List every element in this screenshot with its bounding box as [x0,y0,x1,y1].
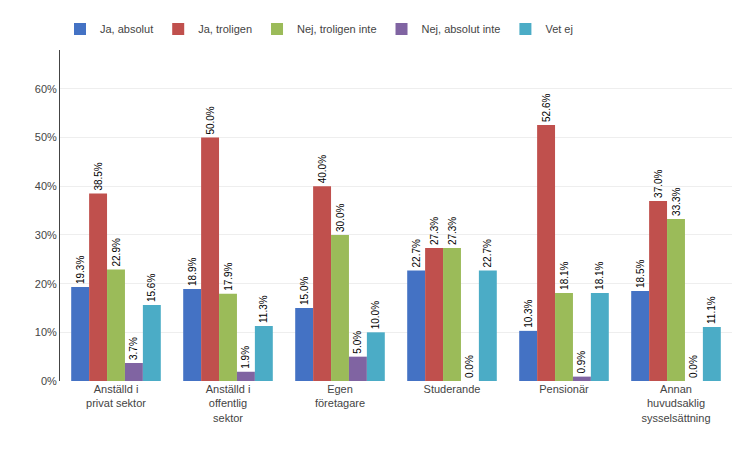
svg-text:10%: 10% [35,326,57,338]
svg-text:Annanhuvudsakligsysselsättning: Annanhuvudsakligsysselsättning [641,383,710,424]
svg-text:40.0%: 40.0% [317,155,328,183]
svg-text:37.0%: 37.0% [653,169,664,197]
svg-text:Pensionär: Pensionär [539,383,589,395]
svg-text:15.6%: 15.6% [146,274,157,302]
svg-text:50%: 50% [35,131,57,143]
svg-text:0.0%: 0.0% [464,355,475,378]
svg-text:22.7%: 22.7% [482,239,493,267]
svg-text:15.0%: 15.0% [299,277,310,305]
svg-text:30.0%: 30.0% [335,204,346,232]
svg-text:1.9%: 1.9% [240,346,251,369]
svg-text:Nej, absolut inte: Nej, absolut inte [422,23,501,35]
svg-text:20%: 20% [35,278,57,290]
svg-text:19.3%: 19.3% [75,256,86,284]
svg-text:5.0%: 5.0% [352,331,363,354]
svg-text:38.5%: 38.5% [93,162,104,190]
svg-text:Ja, absolut: Ja, absolut [100,23,153,35]
svg-text:0%: 0% [41,375,57,387]
svg-text:18.9%: 18.9% [187,258,198,286]
svg-text:Egenföretagare: Egenföretagare [315,383,365,409]
svg-text:Anställd ioffentligsektor: Anställd ioffentligsektor [206,383,251,424]
svg-text:Studerande: Studerande [424,383,481,395]
svg-text:11.1%: 11.1% [706,296,717,324]
svg-text:60%: 60% [35,83,57,95]
svg-text:27.3%: 27.3% [429,217,440,245]
svg-text:27.3%: 27.3% [447,217,458,245]
svg-text:Ja, troligen: Ja, troligen [198,23,252,35]
svg-text:52.6%: 52.6% [541,93,552,121]
svg-text:50.0%: 50.0% [205,106,216,134]
svg-text:Vet ej: Vet ej [545,23,573,35]
svg-text:22.7%: 22.7% [411,239,422,267]
svg-text:40%: 40% [35,180,57,192]
svg-text:18.1%: 18.1% [594,261,605,289]
svg-text:17.9%: 17.9% [223,262,234,290]
svg-text:18.1%: 18.1% [559,261,570,289]
svg-text:Anställd iprivat sektor: Anställd iprivat sektor [86,383,146,409]
svg-text:33.3%: 33.3% [671,187,682,215]
svg-text:0.9%: 0.9% [576,351,587,374]
svg-text:30%: 30% [35,229,57,241]
svg-text:10.3%: 10.3% [523,299,534,327]
svg-text:18.5%: 18.5% [635,259,646,287]
svg-text:0.0%: 0.0% [688,355,699,378]
svg-text:10.0%: 10.0% [370,301,381,329]
svg-text:Nej, troligen inte: Nej, troligen inte [297,23,377,35]
svg-text:22.9%: 22.9% [111,238,122,266]
svg-text:3.7%: 3.7% [128,337,139,360]
svg-text:11.3%: 11.3% [258,295,269,323]
